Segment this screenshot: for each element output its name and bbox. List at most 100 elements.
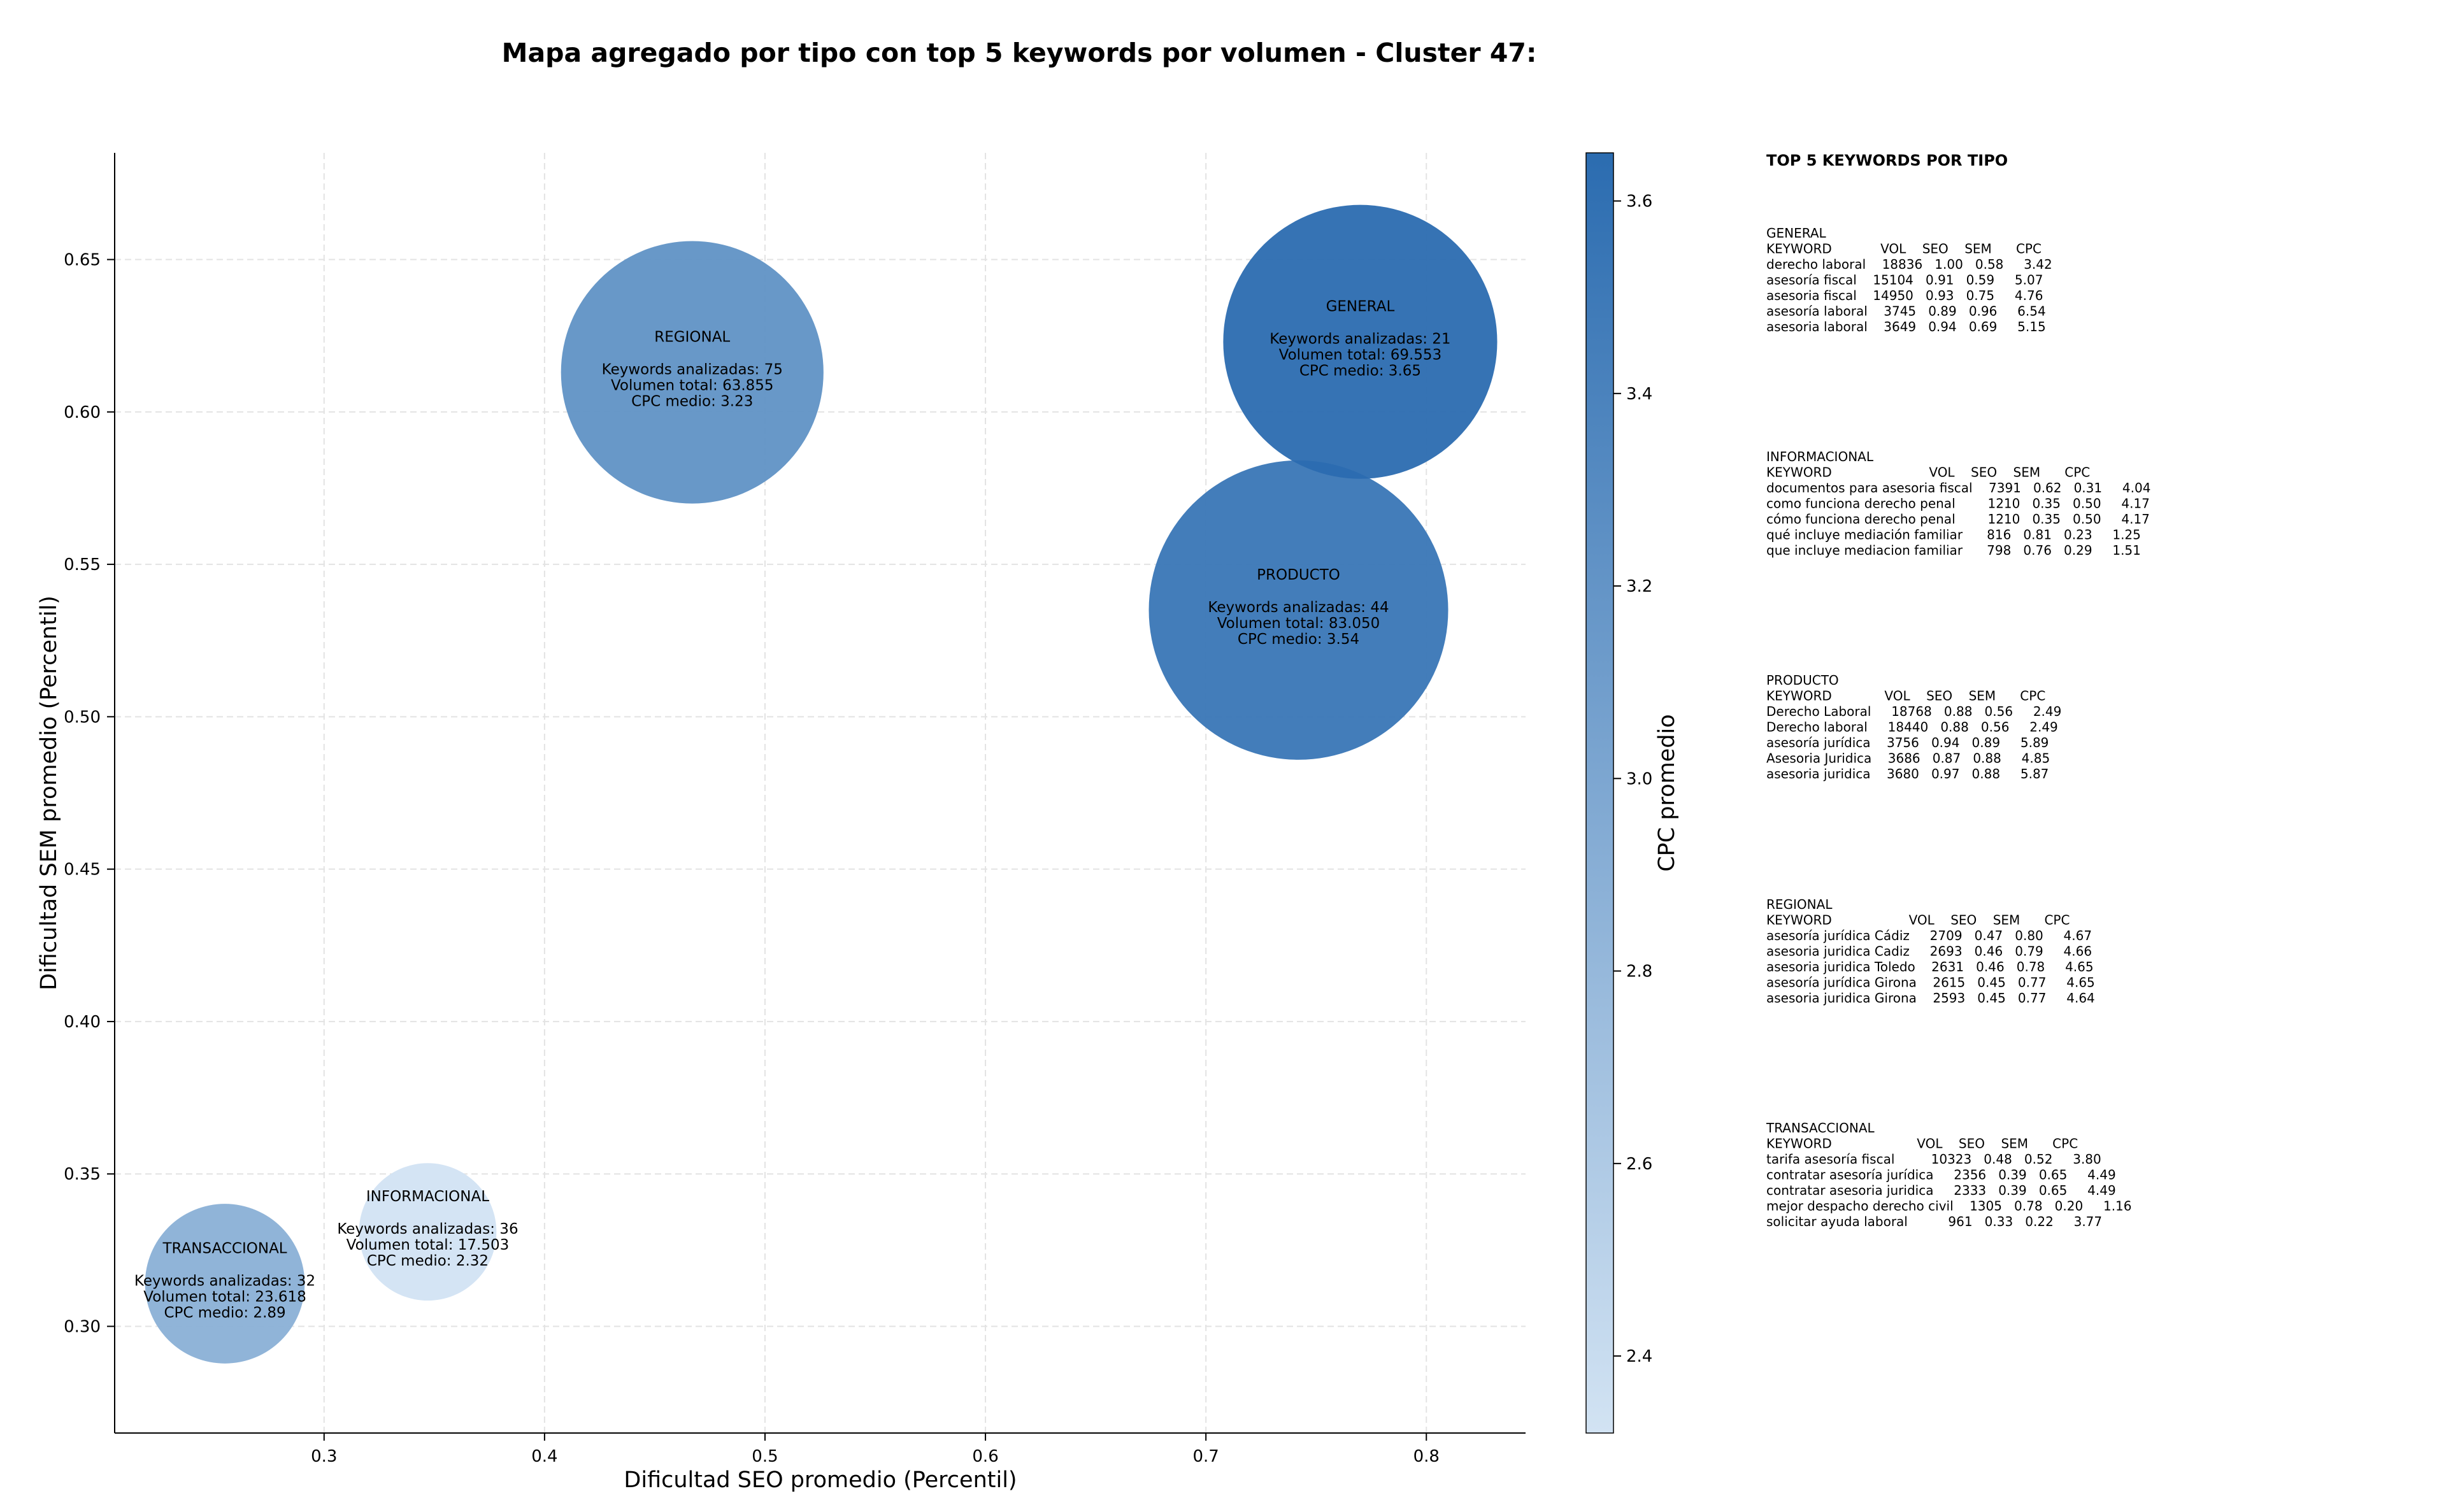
colorbar-tick-label: 3.0 [1626, 769, 1652, 788]
y-tick-label: 0.40 [64, 1013, 101, 1032]
bubble-type-label: INFORMACIONAL [366, 1188, 489, 1205]
keyword-table-row: como funciona derecho penal 1210 0.35 0.… [1766, 496, 2150, 511]
keyword-table-row: mejor despacho derecho civil 1305 0.78 0… [1766, 1199, 2132, 1214]
bubble-cpc-label: CPC medio: 3.54 [1238, 631, 1359, 648]
keyword-table-row: cómo funciona derecho penal 1210 0.35 0.… [1766, 511, 2150, 527]
keyword-table-header: KEYWORD VOL SEO SEM CPC [1766, 1136, 2078, 1152]
colorbar-scale [1585, 152, 1614, 1434]
bubble-cpc-label: CPC medio: 3.23 [631, 394, 753, 410]
keyword-panel-heading: TOP 5 KEYWORDS POR TIPO [1766, 152, 2008, 169]
keyword-table-header: KEYWORD VOL SEO SEM CPC [1766, 913, 2070, 928]
keyword-table-row: asesoria juridica 3680 0.97 0.88 5.87 [1766, 766, 2049, 781]
bubble-producto [1148, 460, 1448, 760]
keyword-table-row: asesoría fiscal 15104 0.91 0.59 5.07 [1766, 273, 2043, 288]
bubble-keywords-label: Keywords analizadas: 75 [602, 362, 783, 378]
keyword-table-row: asesoría jurídica Cádiz 2709 0.47 0.80 4… [1766, 928, 2092, 943]
y-ticks: 0.30 0.35 0.40 0.45 0.50 0.55 0.60 0.65 [64, 251, 115, 1337]
bubble-regional [561, 241, 824, 504]
bubble-volume-label: Volumen total: 17.503 [347, 1237, 510, 1253]
keyword-group-title: TRANSACCIONAL [1766, 1120, 1875, 1136]
y-tick-label: 0.65 [64, 251, 101, 270]
colorbar-tick-label: 3.2 [1626, 577, 1652, 596]
x-tick-label: 0.4 [531, 1447, 557, 1466]
x-tick-label: 0.8 [1413, 1447, 1440, 1466]
bubble-type-label: PRODUCTO [1257, 567, 1340, 583]
bubble-volume-label: Volumen total: 63.855 [611, 378, 774, 394]
colorbar: 2.4 2.6 2.8 3.0 3.2 3.4 3.6 CPC promedio [1585, 152, 1680, 1434]
keyword-table-header: KEYWORD VOL SEO SEM CPC [1766, 465, 2090, 480]
bubble-type-label: GENERAL [1326, 299, 1395, 315]
colorbar-tick-label: 2.8 [1626, 962, 1652, 981]
colorbar-tick-label: 3.6 [1626, 192, 1652, 211]
bubble-group-transaccional: TRANSACCIONAL Keywords analizadas: 32Volu… [134, 1204, 315, 1364]
bubble-type-label: TRANSACCIONAL [162, 1241, 287, 1257]
bubble-informacional [359, 1163, 497, 1301]
y-tick-label: 0.35 [64, 1165, 101, 1184]
y-tick-label: 0.45 [64, 860, 101, 880]
bubble-cpc-label: CPC medio: 3.65 [1299, 363, 1421, 380]
keyword-table-row: asesoría jurídica Girona 2615 0.45 0.77 … [1766, 975, 2095, 990]
keyword-group-title: GENERAL [1766, 225, 1827, 241]
keyword-group-title: INFORMACIONAL [1766, 449, 1874, 464]
keyword-table-row: Derecho laboral 18440 0.88 0.56 2.49 [1766, 720, 2058, 735]
keyword-table-header: KEYWORD VOL SEO SEM CPC [1766, 688, 2045, 704]
axes [114, 153, 1526, 1434]
x-ticks: 0.3 0.4 0.5 0.6 0.7 0.8 [311, 1433, 1440, 1466]
bubble-group-informacional: INFORMACIONAL Keywords analizadas: 36Volu… [337, 1163, 519, 1301]
x-tick-label: 0.3 [311, 1447, 337, 1466]
x-axis-label: Dificultad SEO promedio (Percentil) [624, 1467, 1017, 1493]
y-tick-label: 0.30 [64, 1318, 101, 1337]
keyword-table-row: que incluye mediacion familiar 798 0.76 … [1766, 543, 2141, 558]
keyword-group-title: REGIONAL [1766, 897, 1833, 912]
keyword-table-row: qué incluye mediación familiar 816 0.81 … [1766, 527, 2141, 543]
keyword-table-row: contratar asesoria juridica 2333 0.39 0.… [1766, 1183, 2116, 1198]
x-tick-label: 0.6 [972, 1447, 998, 1466]
y-tick-label: 0.55 [64, 555, 101, 574]
keyword-table-row: asesoría jurídica 3756 0.94 0.89 5.89 [1766, 735, 2049, 750]
bubble-volume-label: Volumen total: 69.553 [1279, 347, 1442, 364]
bubble-cpc-label: CPC medio: 2.32 [367, 1253, 489, 1269]
keyword-table-row: derecho laboral 18836 1.00 0.58 3.42 [1766, 257, 2052, 272]
keyword-table-row: documentos para asesoria fiscal 7391 0.6… [1766, 480, 2150, 496]
keyword-group-title: PRODUCTO [1766, 673, 1839, 688]
colorbar-tick-label: 2.6 [1626, 1155, 1652, 1174]
keyword-table-row: asesoria juridica Cadiz 2693 0.46 0.79 4… [1766, 944, 2092, 959]
colorbar-tick-label: 3.4 [1626, 385, 1652, 404]
bubble-keywords-label: Keywords analizadas: 32 [134, 1273, 315, 1290]
keyword-table-row: tarifa asesoría fiscal 10323 0.48 0.52 3… [1766, 1152, 2101, 1167]
y-axis-label: Dificultad SEM promedio (Percentil) [36, 596, 62, 990]
y-tick-label: 0.60 [64, 403, 101, 422]
keyword-table-row: asesoria juridica Girona 2593 0.45 0.77 … [1766, 990, 2095, 1006]
keyword-table-row: Asesoria Juridica 3686 0.87 0.88 4.85 [1766, 751, 2050, 766]
bubble-cpc-label: CPC medio: 2.89 [164, 1305, 285, 1322]
bubble-type-label: REGIONAL [654, 329, 730, 346]
x-tick-label: 0.5 [752, 1447, 778, 1466]
bubble-volume-label: Volumen total: 23.618 [143, 1289, 306, 1306]
bubble-volume-label: Volumen total: 83.050 [1217, 615, 1380, 632]
keyword-table-header: KEYWORD VOL SEO SEM CPC [1766, 241, 2042, 257]
chart-title: Mapa agregado por tipo con top 5 keyword… [502, 38, 1537, 68]
bubble-general [1223, 204, 1498, 479]
bubble-transaccional [145, 1204, 305, 1364]
y-tick-label: 0.50 [64, 708, 101, 727]
x-tick-label: 0.7 [1192, 1447, 1219, 1466]
colorbar-tick-label: 2.4 [1626, 1347, 1652, 1366]
keyword-table-row: Derecho Laboral 18768 0.88 0.56 2.49 [1766, 704, 2061, 719]
colorbar-ticks: 2.4 2.6 2.8 3.0 3.2 3.4 3.6 [1613, 192, 1652, 1366]
keyword-table-row: solicitar ayuda laboral 961 0.33 0.22 3.… [1766, 1214, 2102, 1229]
keyword-table-row: asesoría laboral 3745 0.89 0.96 6.54 [1766, 304, 2046, 319]
colorbar-label: CPC promedio [1654, 714, 1680, 871]
